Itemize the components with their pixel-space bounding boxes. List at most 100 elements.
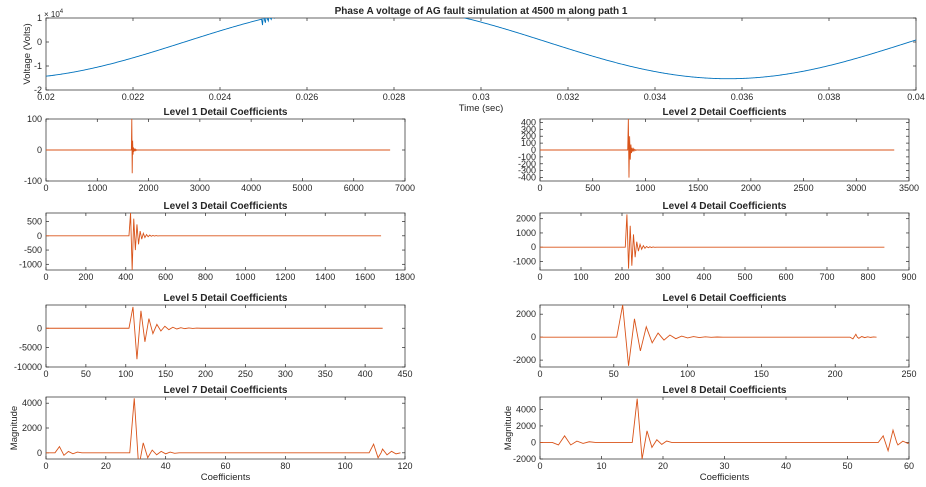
plot-area [539,396,910,460]
x-tick-label: 5000 [292,183,312,193]
x-tick-label: 0 [537,369,542,379]
x-tick-label: 0.022 [122,92,145,102]
x-tick-label: 50 [609,369,619,379]
x-tick-label: 0.038 [818,92,841,102]
x-tick-label: 6000 [344,183,364,193]
y-tick-label: 200 [521,131,536,141]
x-tick-label: 500 [737,272,752,282]
x-tick-label: 20 [658,461,668,471]
x-tick-label: 0.02 [37,92,55,102]
x-tick-label: 3000 [846,183,866,193]
x-tick-label: 0.03 [472,92,490,102]
x-tick-label: 400 [358,369,373,379]
plot-area [45,17,917,91]
x-tick-label: 200 [78,272,93,282]
x-tick-label: 1600 [355,272,375,282]
y-tick-label: -2 [34,85,42,95]
axis-multiplier: × 104 [44,9,64,19]
x-tick-label: 200 [828,369,843,379]
x-tick-label: 0.026 [296,92,319,102]
y-axis-label: Voltage (Volts) [22,23,33,84]
x-tick-label: 600 [158,272,173,282]
y-tick-label: 2000 [516,309,536,319]
y-tick-label: 0 [531,242,536,252]
plot-area [539,304,910,368]
x-tick-label: 0 [43,461,48,471]
y-tick-label: -100 [24,176,42,186]
x-axis-label: Time (sec) [459,103,504,114]
subplot-title: Level 5 Detail Coefficients [164,293,288,304]
x-tick-label: 900 [901,272,916,282]
data-series-line [46,213,382,270]
subplot-2: 0 500 1000 1500 2000 2500 3000 3500-400-300-200… [518,107,919,193]
data-series-line [46,306,383,360]
axis-multiplier-base: × 10 [44,10,60,19]
x-tick-label: 250 [901,369,916,379]
x-tick-label: 0 [43,183,48,193]
y-tick-label: -2000 [513,355,536,365]
x-tick-label: 0 [537,272,542,282]
x-tick-label: 3000 [190,183,210,193]
x-tick-label: 500 [585,183,600,193]
x-tick-label: 100 [118,369,133,379]
x-tick-label: 2000 [741,183,761,193]
x-tick-label: 700 [819,272,834,282]
x-tick-label: 0 [43,272,48,282]
y-axis-label: Magnitude [503,406,514,450]
y-tick-label: 0 [37,448,42,458]
y-tick-label: 0 [37,37,42,47]
x-tick-label: 40 [161,461,171,471]
x-tick-label: 7000 [395,183,415,193]
x-tick-label: 1000 [235,272,255,282]
x-tick-label: 80 [280,461,290,471]
data-series-line [540,214,885,269]
x-tick-label: 10 [596,461,606,471]
x-tick-label: 100 [680,369,695,379]
y-tick-label: 0 [37,323,42,333]
subplot-4: 0 100 200 300 400 500 600 700 800 900-10000100020… [513,201,917,282]
x-tick-label: 250 [238,369,253,379]
plot-area [45,212,406,271]
plot-area [539,212,910,271]
y-tick-label: -2000 [513,454,536,464]
data-series-line [540,305,877,366]
y-tick-label: 0 [531,332,536,342]
x-tick-label: 20 [101,461,111,471]
y-tick-label: 300 [521,124,536,134]
x-tick-label: 0 [43,369,48,379]
axis-multiplier-exponent: 4 [60,9,64,15]
x-tick-label: 2500 [794,183,814,193]
x-tick-label: 60 [220,461,230,471]
y-tick-label: 0 [37,145,42,155]
x-tick-label: 1000 [87,183,107,193]
x-tick-label: 150 [754,369,769,379]
y-tick-label: 4000 [22,398,42,408]
x-tick-label: 1400 [315,272,335,282]
subplot-title: Level 2 Detail Coefficients [663,107,787,118]
x-tick-label: 100 [573,272,588,282]
x-tick-label: 1200 [275,272,295,282]
x-tick-label: 50 [81,369,91,379]
subplot-3: 0 200 400 600 800 1000 1200 1400 1600 1800 -1000 -5… [19,201,415,282]
x-tick-label: 600 [778,272,793,282]
y-tick-label: -400 [518,173,536,183]
x-tick-label: 350 [318,369,333,379]
subplot-7: 0 20 40 60 80 100 120 0 2000 4000 Level 7 Detail C… [9,385,413,483]
x-tick-label: 4000 [241,183,261,193]
data-series-line [46,398,401,459]
x-tick-label: 0.034 [644,92,667,102]
subplot-5: 0 50 100 150 200 250 300 350 400 450 -10000 -5000 0 L… [14,293,413,379]
data-series-line [46,119,391,174]
x-tick-label: 450 [397,369,412,379]
y-tick-label: 4000 [516,404,536,414]
y-tick-label: -5000 [19,343,42,353]
x-tick-label: 100 [338,461,353,471]
y-tick-label: -500 [24,245,42,255]
y-tick-label: 0 [531,145,536,155]
y-tick-label: 2000 [516,421,536,431]
x-tick-label: 400 [118,272,133,282]
plot-area [45,396,406,460]
